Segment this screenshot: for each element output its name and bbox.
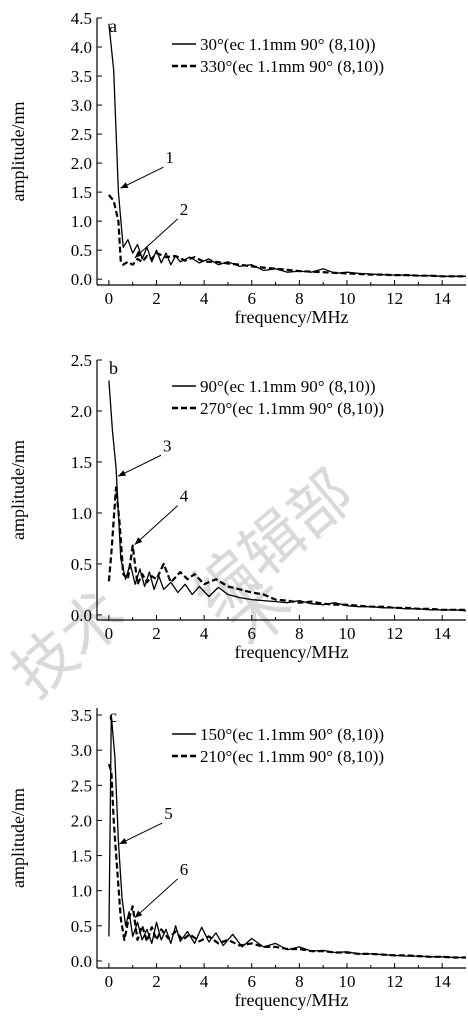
x-tick-label: 8 [295,972,304,991]
y-tick-label: 2.5 [71,351,92,370]
x-tick-label: 12 [386,289,403,308]
y-axis-label: amplitude/nm [8,102,28,202]
watermark-text-1: 技术 [0,576,140,712]
x-tick-label: 4 [200,289,209,308]
y-tick-label: 0.0 [71,270,92,289]
callout-arrow-line [120,166,164,189]
y-tick-label: 2.0 [71,811,92,830]
x-tick-label: 14 [434,972,452,991]
y-tick-label: 2.5 [71,125,92,144]
x-tick-label: 6 [247,624,256,643]
panel-label: c [109,706,117,726]
y-tick-label: 0.0 [71,952,92,971]
callout-label: 5 [164,804,173,823]
x-tick-label: 2 [152,972,161,991]
callout-label: 3 [163,436,172,455]
callout-arrow-head [134,910,143,918]
x-tick-label: 12 [386,972,403,991]
callout-label: 1 [165,148,174,167]
callout-arrow-line [117,454,162,477]
callout-label: 2 [180,200,189,219]
x-tick-label: 8 [295,624,304,643]
y-tick-label: 2.0 [71,402,92,421]
legend-entry: 30°(ec 1.1mm 90° (8,10)) [200,35,376,54]
x-tick-label: 2 [152,624,161,643]
x-tick-label: 8 [295,289,304,308]
callout-arrow-line [134,218,179,259]
callout-arrow-head [134,537,143,545]
legend-entry: 90°(ec 1.1mm 90° (8,10)) [200,377,376,396]
y-axis-label: amplitude/nm [8,788,28,888]
y-tick-label: 1.0 [71,504,92,523]
callout-arrow-line [134,878,179,919]
callout-label: 6 [180,860,189,879]
callout-label: 4 [180,487,189,506]
chart-panels: 0 2 4 6 8 10 12 140.00.51.01.52.02.53.03.54.04.… [8,9,467,1010]
callout-arrow-line [134,505,179,545]
y-tick-label: 1.5 [71,453,92,472]
x-axis-label: frequency/MHz [235,642,349,662]
x-tick-label: 2 [152,289,161,308]
legend-entry: 150°(ec 1.1mm 90° (8,10)) [200,725,384,744]
x-tick-label: 4 [200,624,209,643]
chart-panel-c: 0 2 4 6 8 10 12 14 0.0 0.5 1.0 1.5 2.0 2.5 3.0 3.5 frequ… [8,706,466,1010]
y-tick-label: 2.0 [71,154,92,173]
series-line-dashed [107,486,466,611]
chart-panel-a: 0 2 4 6 8 10 12 140.00.51.01.52.02.53.03.54.04.… [8,9,466,327]
series-line-dashed [108,194,466,278]
panel-label: a [109,16,117,36]
callout-arrow-head [120,182,129,189]
series-line-dashed [107,763,466,959]
x-tick-label: 4 [200,972,209,991]
y-tick-label: 3.0 [71,741,92,760]
y-tick-label: 3.5 [71,67,92,86]
x-tick-label: 14 [434,624,452,643]
x-tick-label: 0 [105,289,114,308]
legend-entry: 210°(ec 1.1mm 90° (8,10)) [200,747,384,766]
x-axis-label: frequency/MHz [235,990,349,1010]
callout-arrow-head [134,250,143,258]
y-tick-label: 0.5 [71,241,92,260]
x-tick-label: 12 [386,624,403,643]
x-tick-label: 0 [105,972,114,991]
y-tick-label: 0.5 [71,917,92,936]
y-tick-label: 0.5 [71,555,92,574]
y-tick-label: 4.5 [71,9,92,28]
x-tick-label: 10 [338,289,355,308]
x-tick-label: 10 [338,624,355,643]
y-tick-label: 2.5 [71,776,92,795]
x-tick-label: 14 [434,289,452,308]
y-tick-label: 0.0 [71,606,92,625]
y-tick-label: 4.0 [71,38,92,57]
series-line-solid [108,714,466,959]
callout-arrow-head [119,838,128,845]
y-tick-label: 3.5 [71,706,92,725]
y-tick-label: 1.0 [71,212,92,231]
x-tick-label: 6 [247,972,256,991]
y-tick-label: 3.0 [71,96,92,115]
series-line-solid [108,380,467,612]
y-tick-label: 1.0 [71,882,92,901]
callout-arrow-line [119,822,163,845]
y-tick-label: 1.5 [71,183,92,202]
x-tick-label: 0 [105,624,114,643]
x-tick-label: 10 [338,972,355,991]
chart-panel-b: 0 2 4 6 8 10 12 14 0.0 0.5 1.0 1.5 2.0 2.5 frequency/M… [8,351,467,662]
callout-arrow-head [118,470,126,477]
x-axis-label: frequency/MHz [235,307,349,327]
legend-entry: 330°(ec 1.1mm 90° (8,10)) [200,57,384,76]
y-axis-label: amplitude/nm [8,440,28,540]
legend-entry: 270°(ec 1.1mm 90° (8,10)) [200,399,384,418]
y-tick-label: 1.5 [71,847,92,866]
x-tick-label: 6 [247,289,256,308]
panel-label: b [109,358,118,378]
